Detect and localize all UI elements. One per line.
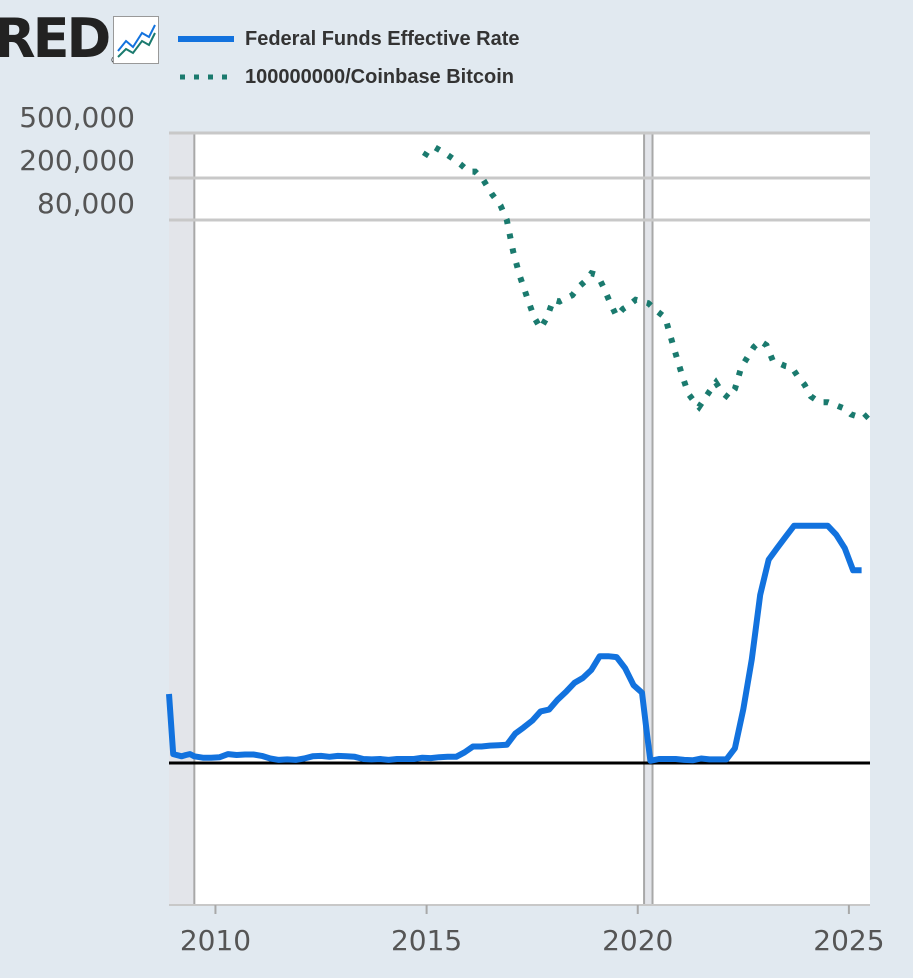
series-line-bitcoin bbox=[421, 144, 870, 422]
y-tick-label-left-2: 200,000 bbox=[19, 144, 135, 177]
legend-swatch-solid bbox=[178, 36, 234, 42]
legend-label-fed-funds: Federal Funds Effective Rate bbox=[245, 27, 520, 50]
y-tick-label-left-3: 80,000 bbox=[37, 187, 135, 220]
series-line-fed-funds bbox=[166, 522, 862, 764]
x-tick-label: 2020 bbox=[602, 924, 673, 957]
x-tick-label: 2015 bbox=[391, 924, 462, 957]
y-tick-label-left-1: 500,000 bbox=[19, 101, 135, 134]
recession-band bbox=[644, 133, 653, 905]
plot-background bbox=[169, 133, 870, 905]
legend-label-bitcoin: 100000000/Coinbase Bitcoin bbox=[245, 65, 515, 88]
series-layer bbox=[166, 144, 870, 764]
x-tick-label: 2010 bbox=[180, 924, 251, 957]
chart-legend: Federal Funds Effective Rate 100000000/C… bbox=[178, 20, 520, 96]
legend-swatch-dotted bbox=[180, 74, 234, 80]
legend-item-bitcoin: 100000000/Coinbase Bitcoin bbox=[178, 58, 520, 96]
line-chart-icon[interactable] bbox=[113, 16, 159, 64]
recession-shading bbox=[169, 133, 654, 905]
legend-item-fed-funds: Federal Funds Effective Rate bbox=[178, 20, 520, 58]
x-axis-ticks: 2010 2015 2020 2025 bbox=[180, 905, 885, 957]
recession-band bbox=[169, 133, 195, 905]
x-tick-label: 2025 bbox=[813, 924, 884, 957]
